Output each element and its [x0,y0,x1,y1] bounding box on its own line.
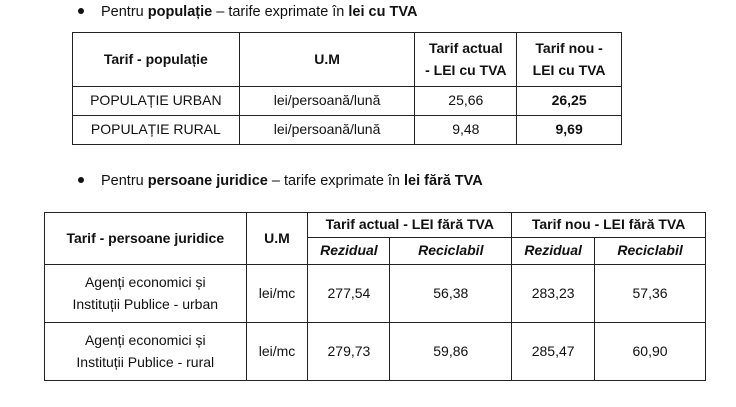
table-subheader-row: Rezidual Reciclabil Rezidual Reciclabil [45,237,706,265]
table-header-row: Tarif - persoane juridice U.M Tarif actu… [44,212,706,265]
header-um: U.M [238,32,416,87]
heading-prefix: Pentru [101,173,148,189]
header-tarif-actual: Tarif actual - LEI cu TVA [414,32,518,87]
header-nou-line2: LEI cu TVA [532,61,606,78]
heading-middle: – tarife exprimate în [212,4,349,20]
cell-tarif-nou: 26,25 [516,86,622,116]
table-populatie: Tarif - populație U.M Tarif actual - LEI… [72,32,622,145]
cell-category-line2: Instituții Publice - urban [72,295,219,312]
table-row: Agenți economici și Instituții Publice -… [44,322,706,381]
table-row: Agenți economici și Instituții Publice -… [44,264,706,323]
header-tarif-populatie: Tarif - populație [72,32,240,87]
header-actual-line1: Tarif actual [429,39,503,56]
table-row: POPULAȚIE URBAN lei/persoană/lună 25,66 … [72,86,622,116]
heading-bold-category: populație [147,4,213,20]
cell-nou-rezidual: 283,23 [511,264,596,323]
header-tarif-nou: Tarif nou - LEI fără TVA [511,212,706,238]
cell-tarif-actual: 25,66 [414,86,518,116]
section-populatie-heading: Pentru populație – tarife exprimate în l… [78,4,417,20]
cell-category: POPULAȚIE RURAL [72,115,240,145]
header-tarif-actual: Tarif actual - LEI fără TVA [307,212,513,238]
cell-tarif-actual: 9,48 [414,115,518,145]
header-um: U.M [245,212,309,265]
cell-nou-reciclabil: 57,36 [594,264,706,323]
subheader-actual-rezidual: Rezidual [307,237,391,265]
cell-um: lei/persoană/lună [238,115,416,145]
table-persoane-juridice: Tarif - persoane juridice U.M Tarif actu… [44,212,706,381]
table-header-row: Tarif - populație U.M Tarif actual - LEI… [72,32,622,87]
heading-bold-category: persoane juridice [147,173,268,189]
cell-actual-rezidual: 279,73 [307,322,391,381]
cell-category: Agenți economici și Instituții Publice -… [44,322,247,381]
cell-actual-rezidual: 277,54 [307,264,391,323]
heading-bold-unit: lei fără TVA [404,173,483,189]
bullet-icon [78,8,84,15]
subheader-nou-reciclabil: Reciclabil [594,237,706,265]
table-row: POPULAȚIE RURAL lei/persoană/lună 9,48 9… [72,115,622,145]
heading-middle: – tarife exprimate în [267,173,405,189]
cell-category-line1: Agenți economici și [84,273,206,290]
cell-nou-rezidual: 285,47 [511,322,596,381]
header-tarif-persoane-juridice: Tarif - persoane juridice [44,212,247,265]
cell-nou-reciclabil: 60,90 [594,322,706,381]
section-persoane-juridice-heading: Pentru persoane juridice – tarife exprim… [78,173,483,189]
subheader-actual-reciclabil: Reciclabil [389,237,513,265]
cell-category-line2: Instituții Publice - rural [76,353,215,370]
cell-um: lei/persoană/lună [238,86,416,116]
header-tarif-nou: Tarif nou - LEI cu TVA [516,32,622,87]
cell-um: lei/mc [245,322,309,381]
header-actual-line2: - LEI cu TVA [425,61,507,78]
cell-actual-reciclabil: 59,86 [389,322,513,381]
cell-category: POPULAȚIE URBAN [72,86,240,116]
cell-tarif-nou: 9,69 [516,115,622,145]
cell-category-line1: Agenți economici și [84,331,206,348]
header-nou-line1: Tarif nou - [535,39,603,56]
bullet-icon [78,177,84,184]
heading-prefix: Pentru [101,4,148,20]
subheader-nou-rezidual: Rezidual [511,237,596,265]
heading-bold-unit: lei cu TVA [348,4,418,20]
cell-actual-reciclabil: 56,38 [389,264,513,323]
cell-um: lei/mc [245,264,309,323]
cell-category: Agenți economici și Instituții Publice -… [44,264,247,323]
